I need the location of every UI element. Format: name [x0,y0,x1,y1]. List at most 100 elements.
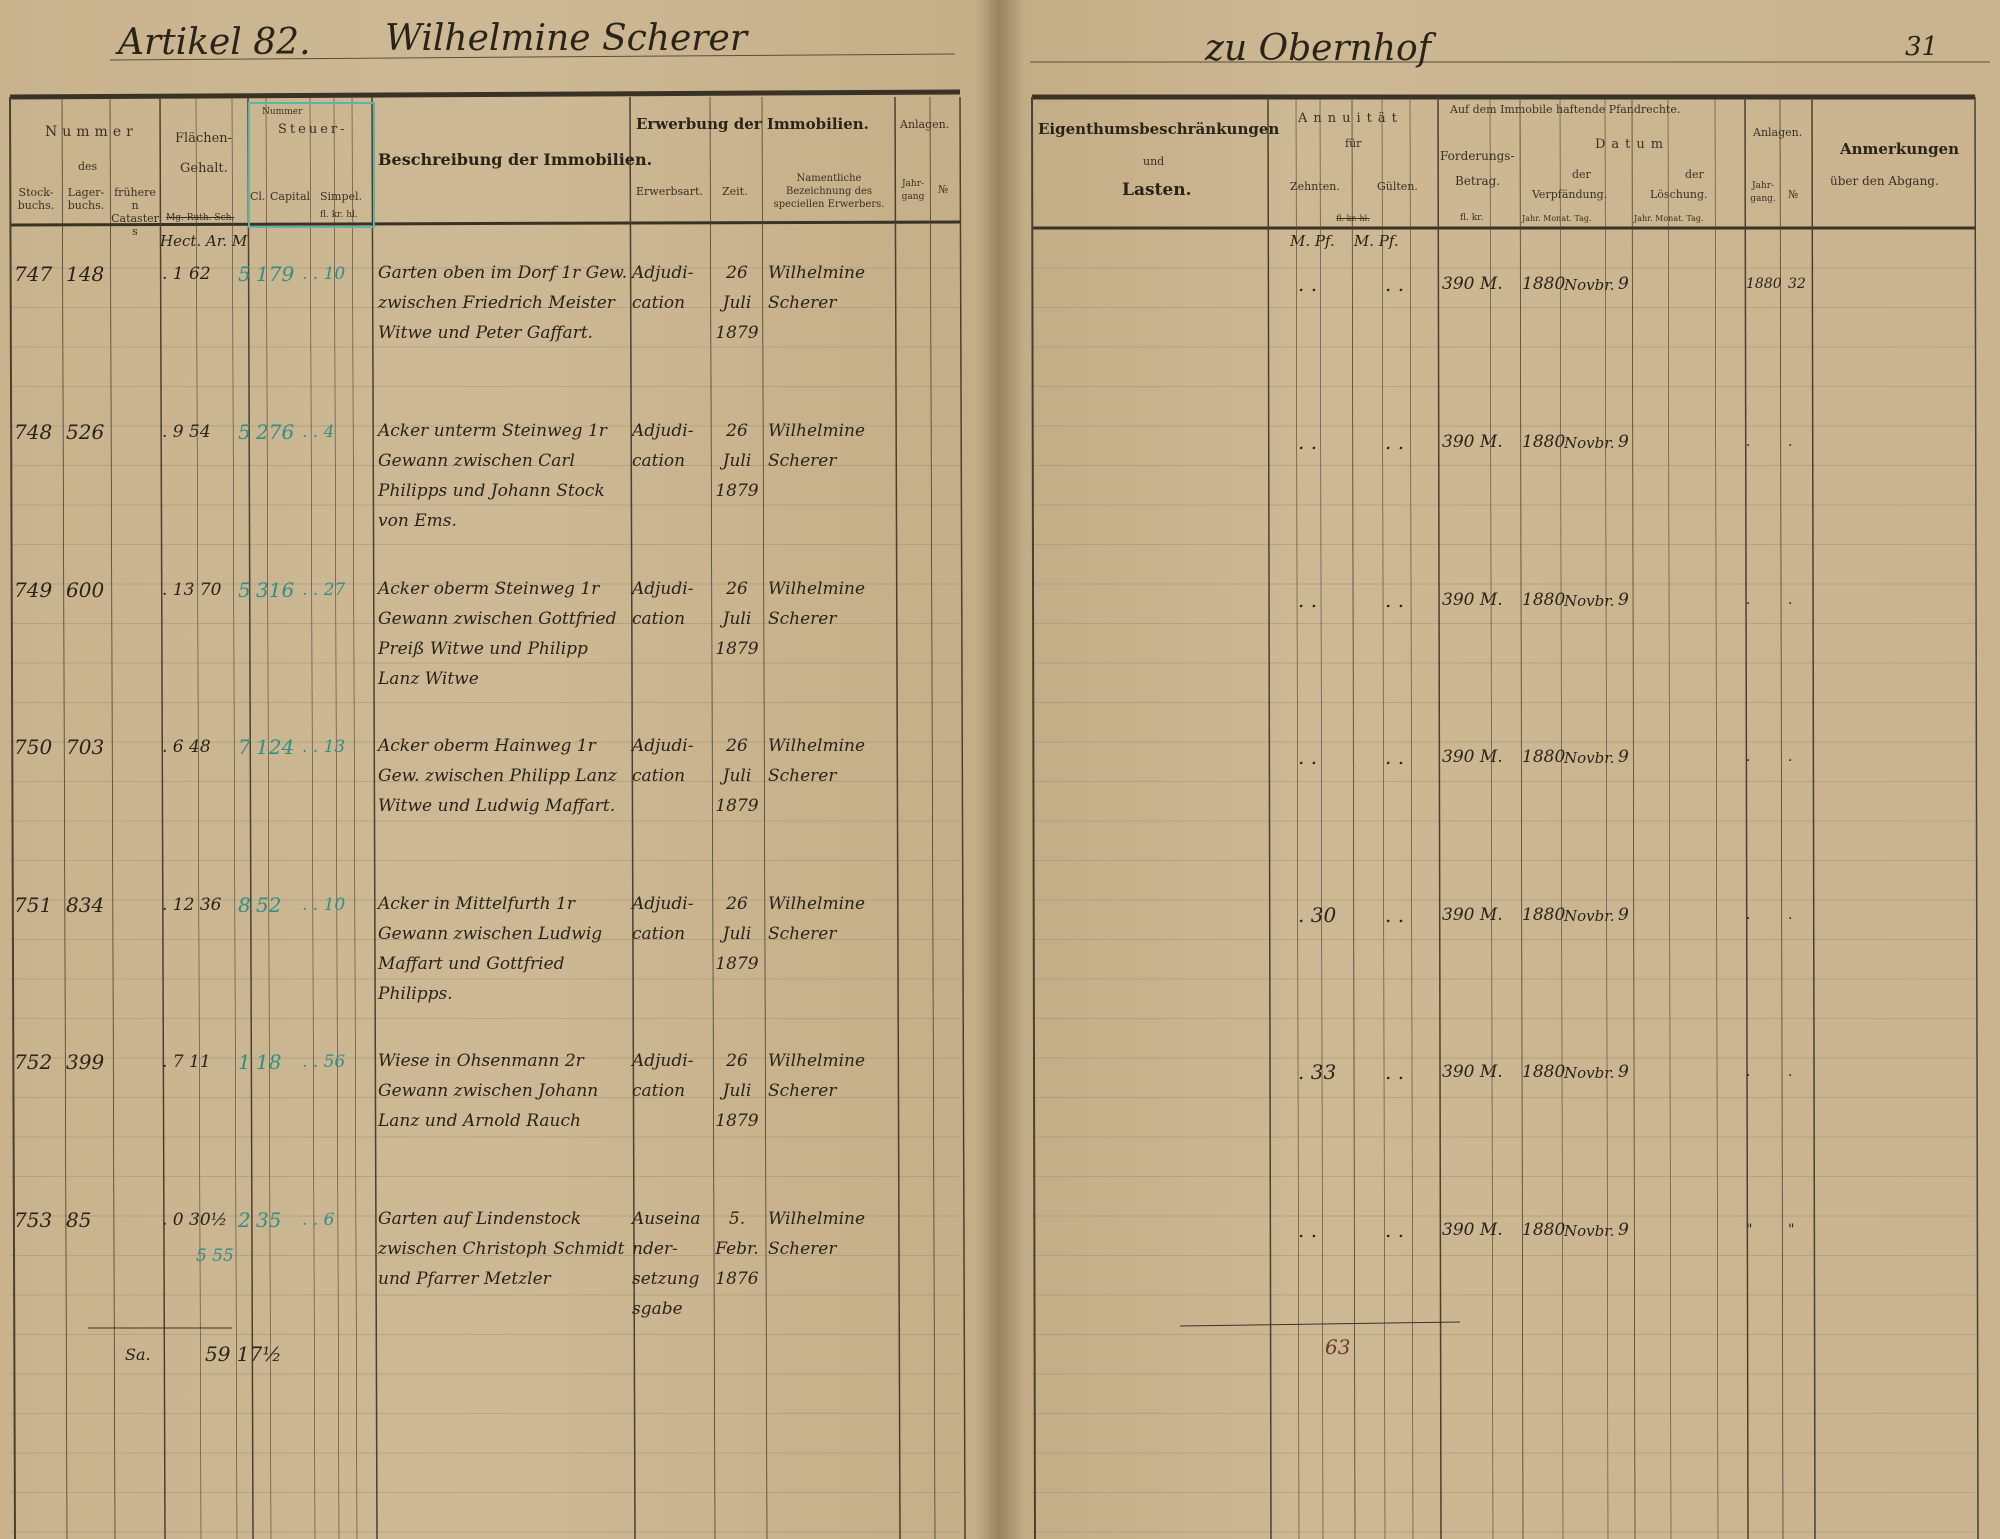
row-annuity-zehnten: . . [1298,1218,1318,1242]
row-pledge-year: 1880 [1522,590,1566,610]
row-pledge-month: Novbr. [1564,434,1615,452]
column-line [1974,96,1979,1539]
row-description: Acker in Mittelfurth 1r Gewann zwischen … [378,894,603,1004]
header-loeschung: Löschung. [1650,188,1708,201]
row-pledge-day: 9 [1618,432,1629,452]
row-lagerbuch-number: 703 [66,735,105,759]
column-line [247,96,254,1539]
row-pledge-month: Novbr. [1564,749,1615,767]
row-acquisition-type: Adjudi-cation [632,894,694,944]
row-lagerbuch-number: 148 [66,262,105,286]
header-betrag: Betrag. [1455,174,1501,188]
header-anlagen: Anlagen. [900,118,950,131]
header-erwerbsart: Erwerbsart. [636,185,703,198]
row-acquisition-type: Adjudi-cation [632,421,694,471]
tax-stamp-box [248,102,375,228]
header-ueber-abgang: über den Abgang. [1830,174,1939,188]
header-des: des [78,160,98,173]
column-line [1351,96,1356,1539]
row-annex-number: 32 [1788,276,1806,292]
row-tax-simpel: . . 6 [302,1210,335,1230]
row-tax-capital: 316 [256,578,295,602]
owner-name: Wilhelmine Scherer [385,18,748,59]
header-steuer-units: fl. kr. hl. [320,210,358,220]
row-area: . 0 30½ [162,1210,228,1230]
header-loeschung-units: Jahr. Monat. Tag. [1634,214,1704,223]
row-tax-class: 8 [238,893,251,917]
row-stockbuch-number: 753 [14,1208,53,1232]
row-description: Wiese in Ohsenmann 2r Gewann zwischen Jo… [378,1051,599,1131]
row-tax-simpel: . . 27 [302,580,346,600]
row-annuity-gulten: . . [1385,430,1405,454]
row-tax-capital: 179 [256,262,295,286]
title-rule-left [109,53,956,61]
top-rule-left [9,89,961,100]
row-annex-year: . [1746,749,1751,765]
area-units-note: Hect. Ar. M [160,232,248,250]
row-stockbuch-number: 747 [14,262,53,286]
header-beschreibung: Beschreibung der Immobilien. [378,150,653,169]
column-line [333,96,340,1539]
row-acquirer-name: Wilhelmine Scherer [768,894,866,944]
column-line [959,96,966,1539]
row-tax-simpel: . . 10 [302,264,346,284]
row-tax-simpel: . . 10 [302,895,346,915]
column-line [1559,96,1564,1539]
row-stockbuch-number: 748 [14,420,53,444]
row-annex-number: . [1788,592,1793,608]
column-line [1031,96,1036,1539]
row-pledge-month: Novbr. [1564,1064,1615,1082]
row-tax-capital: 35 [256,1208,282,1232]
header-nr: № [938,183,949,196]
header-stockbuchs: Stock-buchs. [17,186,55,212]
column-line [61,96,68,1539]
row-tax-capital: 18 [256,1050,282,1074]
row-pledge-month: Novbr. [1564,907,1615,925]
total-label: Sa. [125,1345,151,1364]
row-tax-capital: 52 [256,893,282,917]
row-description: Acker oberm Steinweg 1r Gewann zwischen … [378,579,617,689]
row-annex-year: . [1746,1064,1751,1080]
row-claim-amount: 390 M. [1442,590,1503,610]
row-annuity-gulten: . . [1385,903,1405,927]
column-line [9,96,16,1539]
row-pledge-year: 1880 [1522,1220,1566,1240]
column-line [894,96,901,1539]
header-simpel: Simpel. [320,190,363,203]
row-annuity-zehnten: . 30 [1298,903,1337,927]
total-rule-right [1179,1321,1461,1327]
row-acquirer-name: Wilhelmine Scherer [768,421,866,471]
row-annuity-zehnten: . . [1298,745,1318,769]
column-line [761,96,768,1539]
header-lagerbuchs: Lager-buchs. [67,186,105,212]
row-area: . 12 36 [162,895,222,915]
header-anmerkungen: Anmerkungen [1840,140,1960,158]
row-tax-simpel: . . 4 [302,422,335,442]
row-pledge-day: 9 [1618,1062,1629,1082]
row-annex-year: . [1746,907,1751,923]
header-datum: Datum [1595,137,1670,152]
row-tax-capital: 276 [256,420,295,444]
row-annuity-zehnten: . . [1298,430,1318,454]
row-annuity-zehnten: . 33 [1298,1060,1337,1084]
column-line [1295,96,1300,1539]
column-line [1519,96,1524,1539]
row-acquirer-name: Wilhelmine Scherer [768,736,866,786]
header-capital: Capital [270,190,311,203]
row-acquisition-date: 26 Juli 1879 [715,1051,759,1131]
right-page [1000,0,2000,1539]
column-line [1667,96,1672,1539]
row-tax-class: 1 [238,1050,251,1074]
row-tax-class: 5 [238,420,251,444]
row-lagerbuch-number: 600 [66,578,105,602]
row-annuity-gulten: . . [1385,272,1405,296]
header-cl: Cl. [250,190,266,203]
header-jahrgang-right: Jahr-gang. [1750,181,1776,204]
row-acquisition-date: 5. Febr. 1876 [715,1209,759,1289]
header-namentliche: Namentliche Bezeichnung des speciellen E… [773,173,885,210]
header-nummer: Nummer [45,124,138,140]
row-pledge-year: 1880 [1522,432,1566,452]
row-pledge-day: 9 [1618,590,1629,610]
row-annuity-gulten: . . [1385,588,1405,612]
